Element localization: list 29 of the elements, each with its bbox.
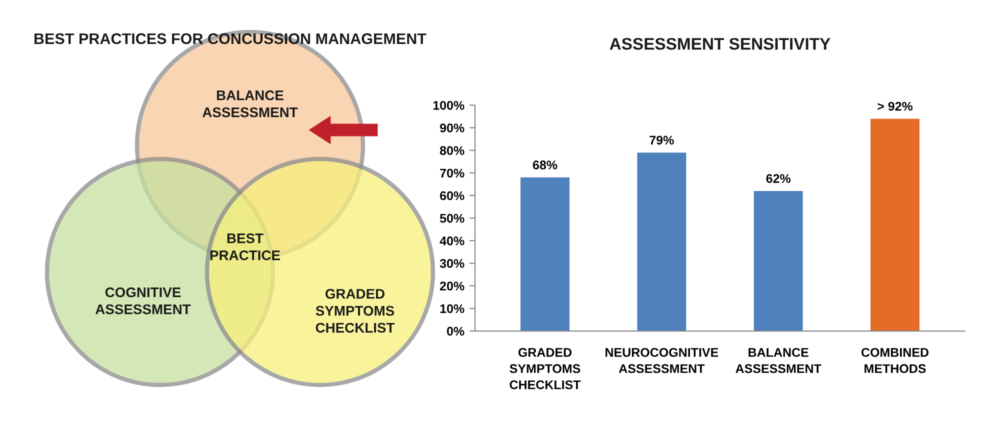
y-tick-label: 30% [440,259,464,268]
text: BEST PRACTICES FOR CONCUSSION MANAGEMENT [34,33,426,44]
x-tick-label: COMBINED METHODS [861,348,928,374]
bar [637,152,686,332]
bar [754,190,803,332]
x-tick-label: NEUROCOGNITIVE ASSESSMENT [606,348,718,374]
y-tick-label: 20% [440,282,464,290]
y-tick-label: 10% [440,304,464,314]
y-tick-label: 80% [440,146,464,155]
x-tick-label: BALANCE ASSESSMENT [736,348,822,374]
text: COGNITIVE ASSESSMENT [95,287,191,314]
bar [520,177,570,332]
y-tick-label: 60% [440,191,464,200]
data-label: 79% [650,136,674,145]
data-label: 62% [766,174,791,183]
data-label: 68% [532,160,558,170]
data-label: > 92% [878,102,913,111]
y-tick-label: 90% [440,124,464,132]
text: GRADED SYMPTOMS CHECKLIST [316,288,395,333]
y-tick-label: 100% [433,100,464,110]
x-tick-label: GRADED SYMPTOMS CHECKLIST [510,348,581,390]
y-tick-label: 70% [440,168,464,178]
y-tick-label: 0% [447,326,464,336]
chart-title: ASSESSMENT SENSITIVITY [610,38,830,50]
bar [870,118,920,332]
y-tick-label: 40% [440,236,464,246]
y-tick-label: 50% [440,214,464,223]
text: BEST PRACTICE [210,233,280,260]
text: BALANCE ASSESSMENT [202,90,298,118]
